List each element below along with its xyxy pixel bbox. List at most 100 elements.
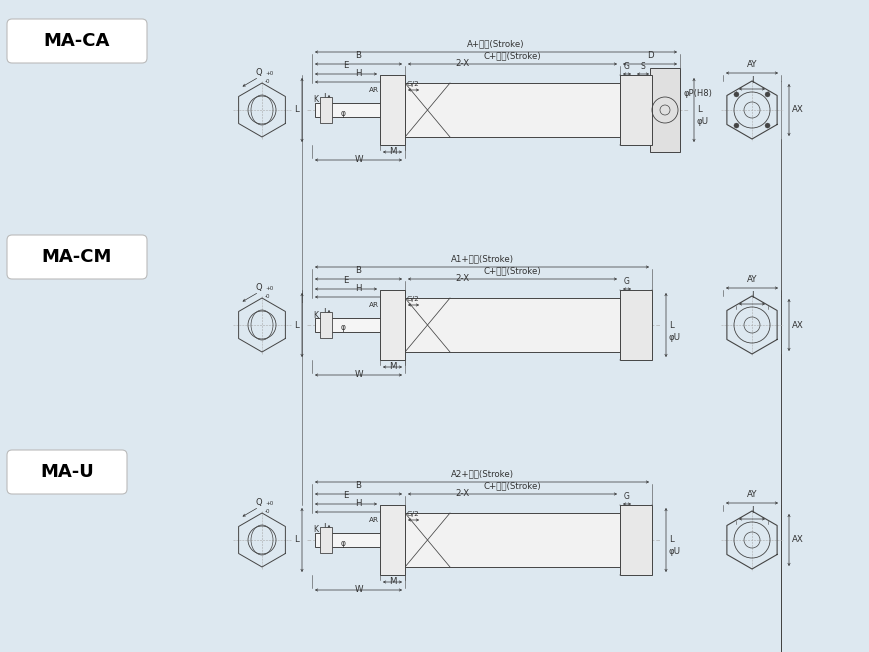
Text: B: B bbox=[355, 481, 362, 490]
FancyBboxPatch shape bbox=[7, 19, 147, 63]
Text: F: F bbox=[390, 81, 395, 87]
Text: φ: φ bbox=[340, 108, 345, 117]
Bar bbox=[620, 75, 651, 145]
Text: +0: +0 bbox=[265, 501, 273, 506]
Text: R: R bbox=[637, 85, 643, 95]
Text: AX: AX bbox=[791, 106, 803, 115]
Text: L: L bbox=[294, 535, 299, 544]
Text: F: F bbox=[390, 511, 395, 517]
Text: W: W bbox=[354, 585, 362, 594]
Text: AR: AR bbox=[368, 302, 379, 308]
Text: E: E bbox=[343, 276, 348, 285]
Text: B: B bbox=[355, 266, 362, 275]
Text: K: K bbox=[313, 310, 318, 319]
Text: Q: Q bbox=[255, 283, 262, 292]
Text: M: M bbox=[388, 577, 395, 586]
Text: I: I bbox=[750, 76, 753, 85]
Text: E: E bbox=[343, 491, 348, 500]
Text: AX: AX bbox=[791, 535, 803, 544]
Text: J: J bbox=[323, 308, 326, 317]
Text: I: I bbox=[750, 291, 753, 300]
Circle shape bbox=[733, 92, 738, 97]
Circle shape bbox=[764, 92, 769, 97]
Bar bbox=[620, 290, 651, 360]
Text: AY: AY bbox=[746, 60, 756, 69]
Text: MA-CA: MA-CA bbox=[43, 32, 110, 50]
Circle shape bbox=[733, 123, 738, 128]
Text: K: K bbox=[313, 526, 318, 535]
Text: R: R bbox=[637, 301, 643, 310]
Text: S: S bbox=[640, 62, 645, 71]
Text: MA-CM: MA-CM bbox=[42, 248, 112, 266]
Bar bbox=[320, 312, 332, 338]
Text: φ: φ bbox=[340, 539, 345, 548]
Text: G/2: G/2 bbox=[407, 81, 420, 87]
Text: A+行程(Stroke): A+行程(Stroke) bbox=[467, 39, 524, 48]
Text: 2-X: 2-X bbox=[454, 489, 468, 498]
Text: AY: AY bbox=[746, 490, 756, 499]
Text: K: K bbox=[313, 95, 318, 104]
Text: M: M bbox=[388, 362, 395, 371]
Text: A2+行程(Stroke): A2+行程(Stroke) bbox=[450, 469, 513, 478]
Text: AY: AY bbox=[746, 275, 756, 284]
Text: L: L bbox=[668, 535, 673, 544]
FancyBboxPatch shape bbox=[7, 450, 127, 494]
Text: G/2: G/2 bbox=[407, 296, 420, 302]
FancyBboxPatch shape bbox=[7, 235, 147, 279]
Text: G: G bbox=[623, 277, 629, 286]
Text: L: L bbox=[668, 321, 673, 329]
Text: F: F bbox=[390, 296, 395, 302]
Bar bbox=[380, 290, 405, 360]
Bar bbox=[320, 97, 332, 123]
Text: Q: Q bbox=[255, 68, 262, 77]
Text: G/2: G/2 bbox=[621, 296, 634, 302]
Text: C+行程(Stroke): C+行程(Stroke) bbox=[483, 481, 541, 490]
Text: G/2: G/2 bbox=[407, 511, 420, 517]
Text: -0: -0 bbox=[265, 79, 270, 84]
Text: W: W bbox=[354, 155, 362, 164]
Bar bbox=[320, 527, 332, 553]
Text: Q: Q bbox=[255, 498, 262, 507]
Text: MA-U: MA-U bbox=[40, 463, 94, 481]
Text: φP(H8): φP(H8) bbox=[683, 89, 712, 98]
Bar bbox=[649, 68, 680, 152]
Text: G: G bbox=[623, 62, 629, 71]
Text: +0: +0 bbox=[265, 71, 273, 76]
Bar bbox=[315, 103, 405, 117]
Text: AR: AR bbox=[368, 87, 379, 93]
Text: M: M bbox=[388, 147, 395, 156]
Text: J: J bbox=[323, 523, 326, 532]
Bar bbox=[315, 533, 405, 547]
Text: B: B bbox=[355, 51, 362, 60]
Text: +0: +0 bbox=[265, 286, 273, 291]
Text: C+行程(Stroke): C+行程(Stroke) bbox=[483, 51, 541, 60]
Bar bbox=[315, 318, 405, 332]
Text: 2-X: 2-X bbox=[454, 274, 468, 283]
Text: L: L bbox=[294, 106, 299, 115]
Bar bbox=[620, 505, 651, 575]
Text: -0: -0 bbox=[265, 294, 270, 299]
Text: E: E bbox=[343, 61, 348, 70]
Bar bbox=[405, 83, 620, 137]
Text: W: W bbox=[354, 370, 362, 379]
Text: AR: AR bbox=[368, 517, 379, 523]
Text: 2-X: 2-X bbox=[454, 59, 468, 68]
Text: G: G bbox=[623, 492, 629, 501]
Text: φU: φU bbox=[668, 548, 680, 557]
Text: I: I bbox=[750, 506, 753, 515]
Bar bbox=[380, 505, 405, 575]
Text: φU: φU bbox=[696, 117, 708, 126]
Text: G/2: G/2 bbox=[621, 81, 634, 87]
Bar bbox=[405, 513, 620, 567]
Text: C+行程(Stroke): C+行程(Stroke) bbox=[483, 266, 541, 275]
Bar bbox=[380, 75, 405, 145]
Text: H: H bbox=[355, 284, 362, 293]
Text: AX: AX bbox=[791, 321, 803, 329]
Text: H: H bbox=[355, 499, 362, 508]
Text: L: L bbox=[294, 321, 299, 329]
Text: H: H bbox=[355, 69, 362, 78]
Text: -0: -0 bbox=[265, 509, 270, 514]
Text: J: J bbox=[323, 93, 326, 102]
Text: A1+行程(Stroke): A1+行程(Stroke) bbox=[450, 254, 513, 263]
Text: G/2: G/2 bbox=[621, 511, 634, 517]
